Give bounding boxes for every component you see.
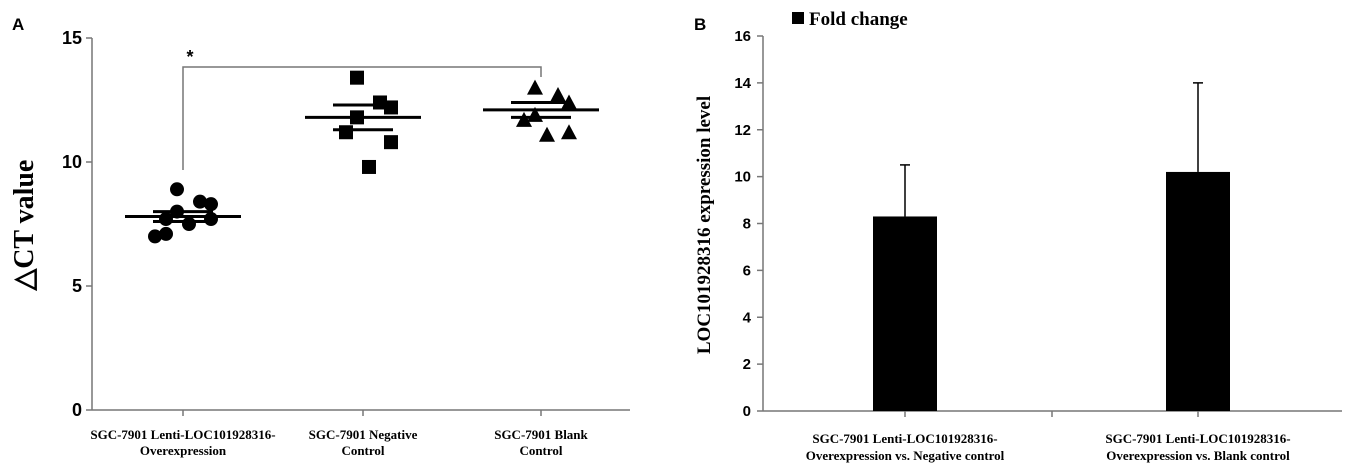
panel-b-category-label-line: SGC-7901 Lenti-LOC101928316- — [1105, 431, 1290, 446]
panel-b-y-tick-label: 2 — [743, 356, 751, 373]
panel-b-y-tick-label: 14 — [734, 75, 751, 92]
panel-a-category-label-line: SGC-7901 Negative — [309, 427, 418, 442]
panel-b-y-tick-label: 4 — [743, 309, 752, 326]
panel-b-y-tick-label: 8 — [743, 216, 751, 233]
panel-a-category-label-line: SGC-7901 Blank — [494, 427, 588, 442]
panel-a-category-label-line: SGC-7901 Lenti-LOC101928316- — [90, 427, 275, 442]
panel-a-point-triangle — [550, 87, 566, 103]
panel-a-point-triangle — [527, 79, 543, 95]
panel-a-y-tick-label: 10 — [62, 152, 82, 172]
panel-a-point-circle — [159, 212, 173, 227]
panel-a-category-label-line: Control — [341, 443, 384, 458]
panel-a-point-square — [362, 159, 376, 174]
panel-b-y-tick-label: 10 — [734, 169, 751, 186]
panel-b-label: B — [694, 15, 706, 34]
panel-a-category-label: SGC-7901 Negative Control — [309, 427, 418, 458]
panel-b-y-tick-label: 6 — [743, 262, 751, 279]
panel-a-y-tick-label: 5 — [72, 276, 82, 296]
panel-a-label: A — [12, 15, 24, 34]
panel-a-point-triangle — [516, 111, 532, 127]
panel-b-y-axis-label: LOC101928316 expression level — [694, 96, 715, 354]
panel-a-point-circle — [193, 194, 207, 209]
panel-a-point-square — [384, 100, 398, 115]
panel-a-category-label-line: Overexpression — [140, 443, 227, 458]
panel-a-category-label-line: Control — [519, 443, 562, 458]
panel-a-point-triangle — [561, 124, 577, 140]
panel-b-category-label-line: SGC-7901 Lenti-LOC101928316- — [812, 431, 997, 446]
panel-a-significance-bracket — [182, 66, 542, 170]
panel-a-y-tick-label: 15 — [62, 28, 82, 48]
panel-b-plot: 0 2 4 6 8 10 12 14 16 SGC-7901 Lenti-LOC101928316… — [734, 28, 1342, 463]
panel-a-point-square — [350, 70, 364, 85]
panel-a-point-circle — [182, 217, 196, 231]
panel-a-category-label: SGC-7901 Lenti-LOC101928316-Overexpressi… — [90, 427, 275, 458]
panel-a-point-circle — [148, 229, 162, 244]
panel-b-y-tick-label: 16 — [734, 28, 751, 45]
panel-a-plot: 0 5 10 15 SGC-7901 Lenti-LOC101928316-Overex… — [62, 28, 630, 458]
panel-b-bar — [1166, 171, 1230, 411]
panel-b-category-label: SGC-7901 Lenti-LOC101928316- Overexpressi… — [1105, 431, 1290, 463]
panel-b-y-tick-label: 12 — [734, 122, 751, 139]
panel-a-point-square — [384, 135, 398, 150]
legend-swatch — [792, 12, 804, 24]
panel-b-category-label-line: Overexpression vs. Negative control — [806, 448, 1005, 463]
panel-b-y-tick-label: 0 — [743, 403, 751, 420]
legend-label: Fold change — [809, 9, 908, 30]
panel-a-point-circle — [204, 212, 218, 227]
panel-a-y-tick-label: 0 — [72, 400, 82, 420]
panel-a-category-label: SGC-7901 Blank Control — [494, 427, 588, 458]
panel-a-y-axis-label: △CT value — [9, 160, 40, 292]
panel-a-point-circle — [159, 226, 173, 241]
panel-a-point-circle — [204, 197, 218, 212]
panel-b-bar — [873, 216, 937, 411]
panel-a-point-triangle — [539, 126, 555, 142]
panel-b-category-label: SGC-7901 Lenti-LOC101928316- Overexpressi… — [806, 431, 1005, 463]
panel-b-category-label-line: Overexpression vs. Blank control — [1106, 448, 1290, 463]
panel-a-significance-label: * — [186, 47, 193, 67]
panel-a-point-circle — [170, 182, 184, 197]
panel-a-point-square — [339, 125, 353, 140]
